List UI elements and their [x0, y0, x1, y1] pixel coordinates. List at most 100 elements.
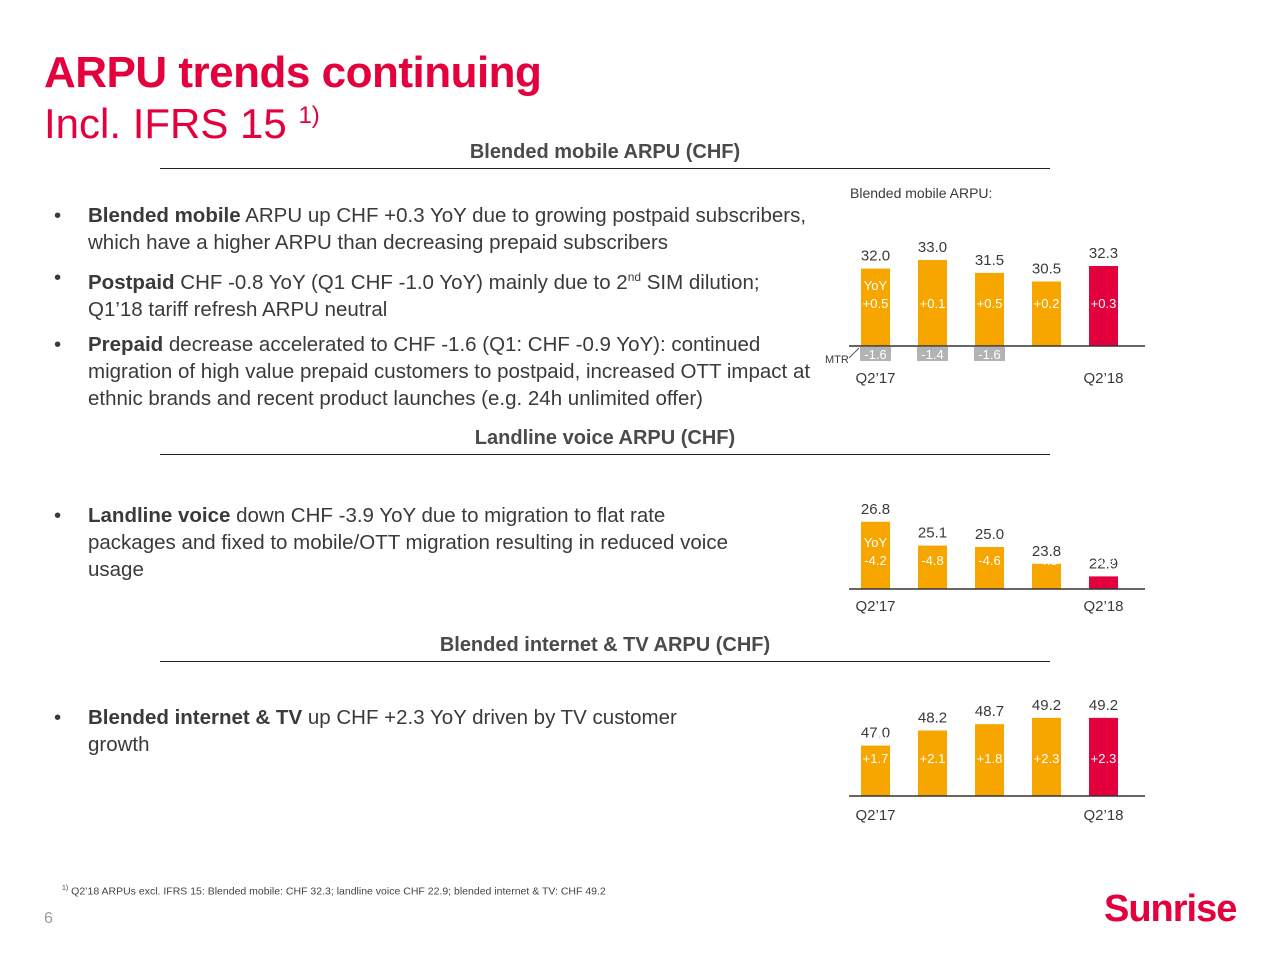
subtitle-text: Incl. IFRS 15 — [44, 100, 287, 147]
x-tick-label-last: Q2’18 — [1083, 370, 1123, 387]
bar — [1032, 563, 1061, 589]
footnote-marker: 1) — [62, 885, 69, 892]
yoy-change-label: +0.5 — [977, 296, 1003, 311]
internet-arpu-chart: 47.0 +1.7 48.2 +2.1 48.7 +1.8 49.2 +2.3 49.2 +2.3… — [849, 697, 1145, 824]
bar-value-label: 31.5 — [975, 252, 1004, 269]
yoy-change-label: -4.2 — [864, 553, 886, 568]
landline-arpu-chart: 26.8-4.225.1-4.825.0-4.623.8-4.8 22.9-3.9… — [849, 501, 1145, 615]
bar — [1089, 266, 1118, 346]
yoy-change-label: +1.7 — [863, 751, 889, 766]
sunrise-logo: Sunrise — [1104, 888, 1237, 930]
bullet-dot: • — [54, 204, 62, 227]
x-tick-label-last: Q2’18 — [1083, 598, 1123, 615]
bar-value-label: 32.3 — [1089, 245, 1118, 262]
x-tick-label-first: Q2’17 — [855, 370, 895, 387]
bullet-text: CHF -0.8 YoY (Q1 CHF -1.0 YoY) mainly du… — [174, 270, 628, 294]
bar — [918, 730, 947, 796]
yoy-label: YoY — [864, 535, 888, 550]
bullet-dot: • — [54, 706, 62, 729]
bar — [975, 272, 1004, 346]
bar — [861, 521, 890, 589]
bar — [1032, 717, 1061, 796]
bar-value-label: 32.0 — [861, 248, 890, 265]
yoy-change-label: -3.9 — [1092, 553, 1114, 568]
bar — [975, 724, 1004, 796]
bullet-prepaid: • Prepaid decrease accelerated to CHF -1… — [44, 331, 814, 412]
mtr-pointer — [848, 347, 860, 359]
bar — [861, 745, 890, 796]
yoy-change-label: -4.6 — [978, 553, 1000, 568]
bullet-superscript: nd — [627, 270, 642, 284]
yoy-label: YoY — [864, 278, 888, 293]
bullet-keyword: Blended mobile — [88, 204, 241, 227]
internet-section-header: Blended internet & TV ARPU (CHF) — [160, 634, 1050, 662]
x-tick-label-first: Q2’17 — [855, 598, 895, 615]
internet-bullets: • Blended internet & TV up CHF +2.3 YoY … — [44, 704, 724, 766]
footnote-text: Q2’18 ARPUs excl. IFRS 15: Blended mobil… — [71, 885, 606, 898]
bullet-dot: • — [54, 266, 62, 289]
bullet-keyword: Prepaid — [88, 332, 164, 356]
yoy-change-label: +0.5 — [863, 296, 889, 311]
bar-value-label: 25.0 — [975, 526, 1004, 543]
bullet-internet-tv: • Blended internet & TV up CHF +2.3 YoY … — [44, 704, 724, 758]
bar-value-label: 49.2 — [1032, 697, 1061, 714]
yoy-label: YoY — [864, 733, 888, 748]
bullet-text: ARPU up CHF +0.3 YoY due to growing post… — [88, 204, 807, 254]
landline-bullets: • Landline voice down CHF -3.9 YoY due t… — [44, 502, 744, 591]
yoy-change-label: +2.1 — [920, 751, 946, 766]
bullet-keyword: Blended internet & TV — [88, 706, 303, 729]
bar-value-label: 47.0 — [861, 725, 890, 742]
yoy-change-label: -4.8 — [1035, 553, 1057, 568]
bar-value-label: 30.5 — [1032, 261, 1061, 278]
bar-value-label: 23.8 — [1032, 543, 1061, 560]
bullet-postpaid: • Postpaid CHF -0.8 YoY (Q1 CHF -1.0 YoY… — [44, 264, 814, 323]
page-title: ARPU trends continuing — [44, 48, 542, 97]
bar — [1089, 717, 1118, 796]
footnote: 1) Q2’18 ARPUs excl. IFRS 15: Blended mo… — [62, 885, 606, 898]
mtr-box — [860, 347, 891, 361]
mtr-value-label: -1.6 — [864, 347, 886, 362]
bar-value-label: 48.7 — [975, 703, 1004, 720]
mobile-chart-note: Blended mobile ARPU: — [850, 185, 993, 201]
yoy-change-label: +2.3 — [1034, 751, 1060, 766]
bar-value-label: 49.2 — [1089, 697, 1118, 714]
bar — [918, 545, 947, 589]
bar-value-label: 26.8 — [861, 501, 890, 518]
mtr-value-label: -1.4 — [921, 347, 943, 362]
yoy-change-label: +2.3 — [1091, 751, 1117, 766]
bullet-blended-mobile: • Blended mobile ARPU up CHF +0.3 YoY du… — [44, 202, 814, 256]
bullet-text: decrease accelerated to CHF -1.6 (Q1: CH… — [88, 332, 811, 410]
mtr-value-label: -1.6 — [978, 347, 1000, 362]
mobile-section-header: Blended mobile ARPU (CHF) — [160, 141, 1050, 169]
subtitle-footnote-marker: 1) — [298, 102, 320, 129]
x-tick-label-last: Q2’18 — [1083, 807, 1123, 824]
bar-value-label: 25.1 — [918, 525, 947, 542]
bar — [1032, 281, 1061, 346]
mobile-arpu-chart: 32.0 +0.5 33.0 +0.1 31.5 +0.5 30.5 +0.2 32.3 +0.3… — [825, 239, 1145, 387]
page-subtitle: Incl. IFRS 15 1) — [44, 100, 320, 148]
page-number: 6 — [44, 910, 53, 927]
bullet-text: SIM dilution; Q1’18 tariff refresh ARPU … — [88, 270, 760, 321]
mtr-box — [917, 347, 948, 361]
bar — [1089, 576, 1118, 589]
bar-value-label: 22.9 — [1089, 555, 1118, 572]
bar-value-label: 48.2 — [918, 709, 947, 726]
bar — [861, 268, 890, 346]
bar-value-label: 33.0 — [918, 239, 947, 256]
bullet-landline-voice: • Landline voice down CHF -3.9 YoY due t… — [44, 502, 744, 583]
x-tick-label-first: Q2’17 — [855, 807, 895, 824]
bullet-text: down CHF -3.9 YoY due to migration to fl… — [88, 504, 729, 581]
landline-section-header: Landline voice ARPU (CHF) — [160, 427, 1050, 455]
yoy-change-label: -4.8 — [921, 553, 943, 568]
bullet-text: up CHF +2.3 YoY driven by TV customer gr… — [88, 706, 677, 756]
bullet-keyword: Landline voice — [88, 504, 231, 527]
bar — [918, 260, 947, 346]
bar — [975, 547, 1004, 589]
yoy-change-label: +0.1 — [920, 296, 946, 311]
yoy-change-label: +0.2 — [1034, 296, 1060, 311]
mtr-box — [974, 347, 1005, 361]
yoy-change-label: +0.3 — [1091, 296, 1117, 311]
mobile-bullets: • Blended mobile ARPU up CHF +0.3 YoY du… — [44, 202, 814, 420]
bullet-dot: • — [54, 504, 62, 527]
mtr-label: MTR — [825, 354, 849, 366]
